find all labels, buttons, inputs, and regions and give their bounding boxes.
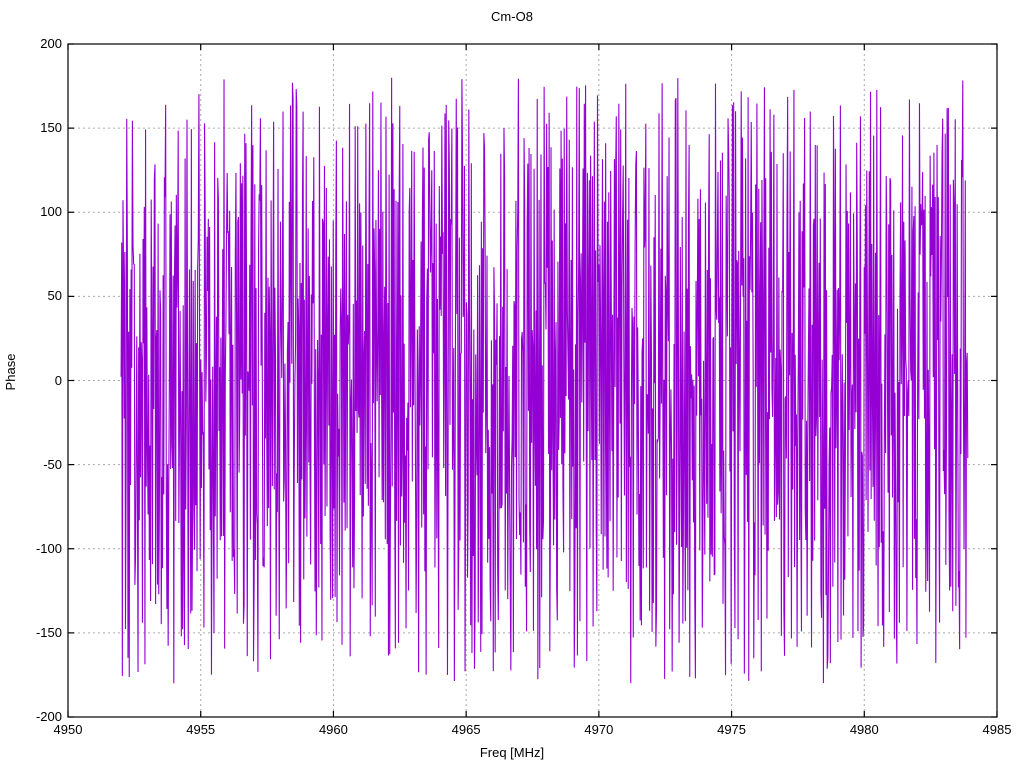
y-axis-tick-labels: -200 -150 -100 -50 0 50 100 150 200 <box>0 0 62 768</box>
y-tick-label: 150 <box>40 120 62 136</box>
chart-title: Cm-O8 <box>491 9 533 24</box>
y-tick-label: 0 <box>54 372 62 388</box>
data-series-phase <box>120 77 969 684</box>
x-tick-label: 4985 <box>982 722 1012 737</box>
plot-border <box>67 43 998 718</box>
y-tick-label: -50 <box>43 456 62 472</box>
x-tick-label: 4965 <box>451 722 481 737</box>
x-tick-label: 4975 <box>717 722 747 737</box>
x-tick-label: 4980 <box>849 722 879 737</box>
y-tick-label: -200 <box>35 709 62 724</box>
x-tick-label: 4960 <box>318 722 348 737</box>
y-tick-label: -100 <box>35 540 62 556</box>
y-tick-label: 50 <box>47 288 62 304</box>
x-tick-label: 4970 <box>584 722 614 737</box>
y-tick-label: 200 <box>40 36 62 51</box>
y-tick-label: -150 <box>35 624 62 640</box>
x-tick-label: 4955 <box>186 722 216 737</box>
x-tick-label: 4950 <box>53 722 83 737</box>
y-tick-label: 100 <box>40 204 62 220</box>
x-axis-label: Freq [MHz] <box>479 745 545 760</box>
